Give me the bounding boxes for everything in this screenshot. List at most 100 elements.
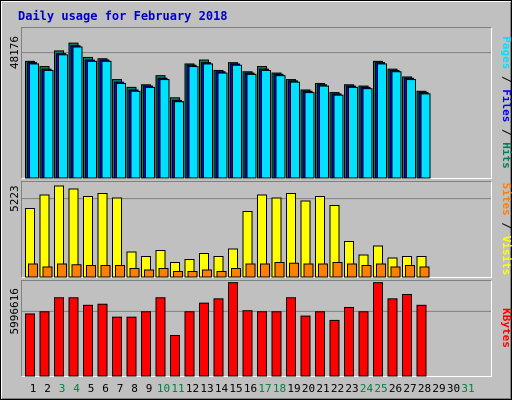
bar-kbytes-day-1 xyxy=(25,313,35,377)
bar-pages-day-9 xyxy=(145,86,155,179)
bar-kbytes-day-28 xyxy=(416,304,427,377)
bar-sites-day-17 xyxy=(260,263,270,278)
day-label-23: 23 xyxy=(345,382,358,395)
bar-sites-day-13 xyxy=(202,269,212,278)
day-label-13: 13 xyxy=(200,382,213,395)
bar-sites-day-27 xyxy=(405,265,415,278)
bar-kbytes-day-5 xyxy=(83,304,93,377)
bar-pages-day-11 xyxy=(174,101,184,179)
bar-sites-day-25 xyxy=(376,263,386,278)
day-label-26: 26 xyxy=(389,382,402,395)
bar-pages-day-8 xyxy=(130,90,141,179)
bar-sites-day-18 xyxy=(274,262,285,278)
bar-pages-day-27 xyxy=(406,79,416,179)
panel-kbytes-bevel xyxy=(21,280,492,377)
bar-kbytes-day-24 xyxy=(358,311,369,377)
bar-sites-day-15 xyxy=(231,268,241,278)
day-label-17: 17 xyxy=(258,382,271,395)
bar-kbytes-day-6 xyxy=(97,303,108,377)
panel-kbytes-ytick-label: 5996616 xyxy=(8,288,21,334)
bar-pages-day-12 xyxy=(188,66,199,179)
bar-pages-day-10 xyxy=(159,79,170,179)
bar-pages-day-18 xyxy=(275,75,286,179)
day-label-20: 20 xyxy=(302,382,315,395)
bar-sites-day-21 xyxy=(318,263,328,278)
bar-kbytes-day-21 xyxy=(315,311,325,377)
day-label-4: 4 xyxy=(73,382,80,395)
bar-sites-day-19 xyxy=(289,262,299,278)
bar-sites-day-2 xyxy=(42,266,53,278)
bar-sites-day-11 xyxy=(173,271,183,278)
bar-kbytes-day-13 xyxy=(199,302,209,377)
bar-kbytes-day-22 xyxy=(329,319,340,377)
bar-kbytes-day-14 xyxy=(213,298,224,377)
day-label-24: 24 xyxy=(360,382,374,395)
bar-pages-day-22 xyxy=(333,94,344,179)
bar-kbytes-day-7 xyxy=(112,316,122,377)
day-label-30: 30 xyxy=(447,382,460,395)
bar-pages-day-4 xyxy=(72,46,83,179)
day-label-11: 11 xyxy=(171,382,184,395)
day-label-2: 2 xyxy=(44,382,51,395)
legend-sites: Sites xyxy=(500,183,512,216)
legend-visits: Visits xyxy=(500,236,512,276)
bar-kbytes-day-18 xyxy=(271,311,282,377)
day-label-18: 18 xyxy=(273,382,286,395)
bar-visits-day-3 xyxy=(54,185,64,278)
panel-hits-ytick-label: 48176 xyxy=(8,36,21,69)
bar-sites-day-22 xyxy=(332,262,343,278)
day-label-10: 10 xyxy=(157,382,170,395)
bar-kbytes-day-15 xyxy=(228,282,238,377)
bar-sites-day-1 xyxy=(28,263,38,278)
bar-sites-day-5 xyxy=(86,265,96,278)
bar-sites-day-6 xyxy=(100,265,111,278)
bar-visits-day-2 xyxy=(39,194,50,278)
legend-pages: Pages xyxy=(500,36,512,69)
bar-pages-day-28 xyxy=(420,93,431,179)
bar-kbytes-day-25 xyxy=(373,282,383,377)
day-label-9: 9 xyxy=(146,382,153,395)
bar-pages-day-15 xyxy=(232,64,242,179)
bar-visits-day-5 xyxy=(83,196,93,278)
day-label-6: 6 xyxy=(102,382,109,395)
bar-kbytes-day-2 xyxy=(39,311,50,377)
bar-pages-day-5 xyxy=(87,60,97,179)
day-label-14: 14 xyxy=(215,382,229,395)
day-label-8: 8 xyxy=(131,382,138,395)
bar-kbytes-day-20 xyxy=(300,315,311,377)
day-label-3: 3 xyxy=(59,382,66,395)
bar-kbytes-day-12 xyxy=(184,311,195,377)
bar-sites-day-24 xyxy=(361,265,372,278)
bar-kbytes-day-10 xyxy=(155,297,166,377)
bar-visits-day-6 xyxy=(97,193,108,278)
day-label-22: 22 xyxy=(331,382,344,395)
bar-pages-day-16 xyxy=(246,73,257,179)
bar-kbytes-day-16 xyxy=(242,310,253,377)
bar-sites-day-4 xyxy=(71,264,82,278)
day-label-16: 16 xyxy=(244,382,257,395)
bar-kbytes-day-26 xyxy=(387,298,398,377)
bar-sites-day-8 xyxy=(129,268,140,278)
legend-separator: / xyxy=(500,69,512,89)
bar-pages-day-19 xyxy=(290,81,300,179)
legend-hits: Hits xyxy=(500,142,512,169)
bar-sites-day-10 xyxy=(158,268,169,278)
bar-pages-day-7 xyxy=(116,82,126,179)
bar-pages-day-6 xyxy=(101,60,112,179)
legend-files: Files xyxy=(500,89,512,122)
bar-kbytes-day-17 xyxy=(257,311,267,377)
bar-pages-day-2 xyxy=(43,69,54,179)
bar-sites-day-26 xyxy=(390,266,401,278)
day-label-31: 31 xyxy=(461,382,474,395)
bar-pages-day-21 xyxy=(319,85,329,179)
bar-sites-day-12 xyxy=(187,271,198,278)
day-label-27: 27 xyxy=(403,382,416,395)
bar-kbytes-day-9 xyxy=(141,311,151,377)
day-label-29: 29 xyxy=(432,382,445,395)
bar-pages-day-23 xyxy=(348,86,358,179)
bar-pages-day-3 xyxy=(58,54,68,179)
day-label-12: 12 xyxy=(186,382,199,395)
